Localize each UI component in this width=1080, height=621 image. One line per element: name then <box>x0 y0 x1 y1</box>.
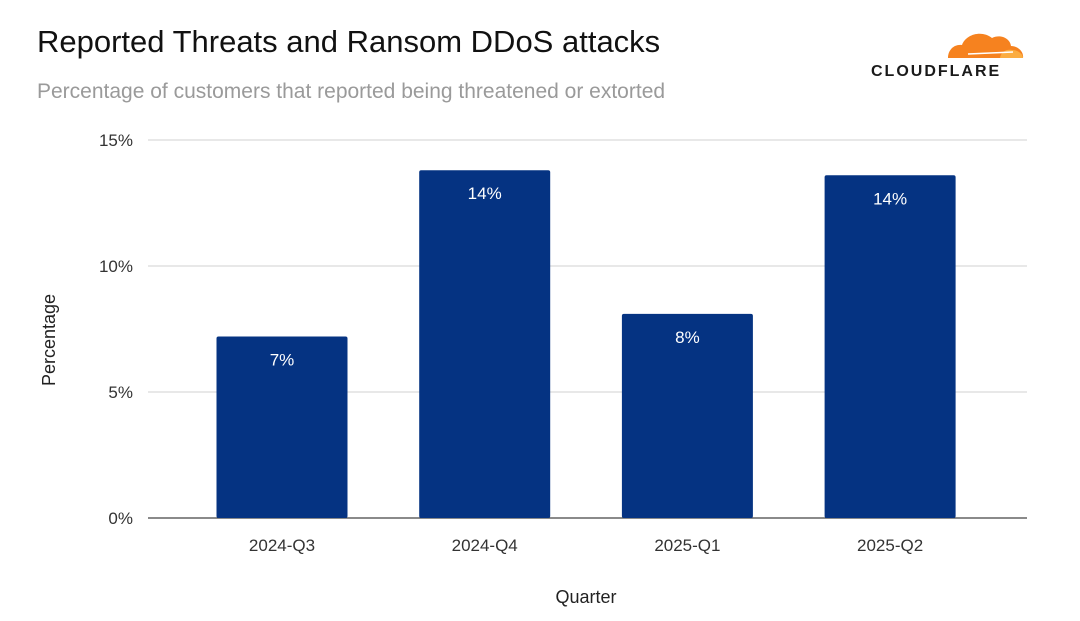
y-axis-label: Percentage <box>39 294 59 386</box>
x-tick-label: 2024-Q3 <box>249 536 315 555</box>
bar <box>419 170 551 519</box>
y-tick-label: 10% <box>99 257 133 276</box>
chart-subtitle: Percentage of customers that reported be… <box>37 80 666 103</box>
bar <box>621 313 753 518</box>
y-axis-ticks: 0% 5% 10% 15% <box>99 131 133 528</box>
x-tick-label: 2024-Q4 <box>452 536 518 555</box>
bar-data-label: 14% <box>873 189 907 208</box>
x-tick-label: 2025-Q2 <box>857 536 923 555</box>
bar <box>216 336 348 518</box>
bars: 7% 14% 8% 14% <box>216 170 956 519</box>
x-tick-label: 2025-Q1 <box>654 536 720 555</box>
bar <box>824 175 956 518</box>
y-tick-label: 15% <box>99 131 133 150</box>
bar-data-label: 8% <box>675 328 700 347</box>
bar-data-label: 7% <box>270 351 295 370</box>
y-tick-label: 0% <box>108 509 133 528</box>
chart-title: Reported Threats and Ransom DDoS attacks <box>37 24 661 59</box>
bar-data-label: 14% <box>468 184 502 203</box>
cloudflare-logo-icon <box>948 33 1024 58</box>
cloudflare-logo-text: CLOUDFLARE <box>871 63 1002 80</box>
y-tick-label: 5% <box>108 383 133 402</box>
x-axis-ticks: 2024-Q3 2024-Q4 2025-Q1 2025-Q2 <box>249 536 923 555</box>
x-axis-label: Quarter <box>555 587 616 607</box>
